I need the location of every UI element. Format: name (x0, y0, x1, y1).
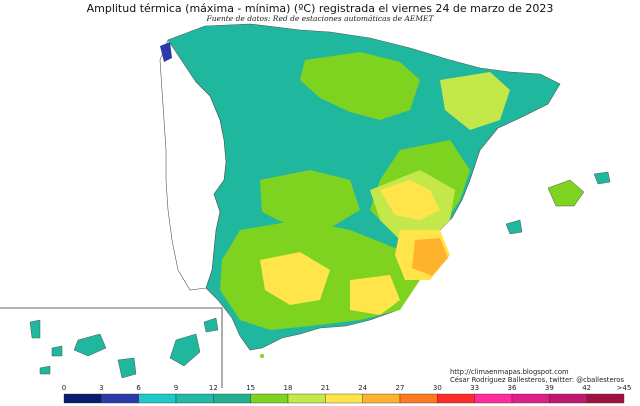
map-title: Amplitud térmica (máxima - mínima) (ºC) … (86, 2, 554, 15)
legend-tick-label: 12 (209, 384, 218, 392)
balearic-ibiza (505, 219, 523, 235)
legend-swatch (325, 393, 363, 404)
yellow-zone-guadalquivir (350, 275, 400, 315)
portugal-outline (159, 39, 227, 291)
credit-url: http://climaenmapas.blogspot.com (450, 368, 569, 376)
legend-tick-label: 39 (545, 384, 554, 392)
legend-swatch (474, 393, 513, 404)
canarias-el-hierro (39, 365, 51, 375)
legend-tick-label: 27 (396, 384, 405, 392)
legend-tick-label: 42 (582, 384, 591, 392)
legend-tick-label: 0 (62, 384, 66, 392)
legend-swatch (287, 393, 326, 404)
canarias-fuerteventura (169, 333, 201, 367)
green-zone-center (260, 170, 360, 228)
yellow-zone-south (260, 252, 330, 305)
credit-author: César Rodríguez Ballesteros, twitter: @c… (450, 376, 624, 384)
legend-tick-label: 6 (136, 384, 141, 392)
yellow-zone-east (380, 180, 440, 220)
legend-tick-label: 3 (99, 384, 103, 392)
legend-swatch (399, 393, 438, 404)
legend-swatch (362, 393, 401, 404)
legend-tick-label: 21 (321, 384, 330, 392)
melilla-dot (260, 354, 264, 358)
legend-swatch (437, 393, 475, 404)
legend-swatch (549, 393, 587, 404)
galicia-blue-patch (160, 42, 172, 62)
legend-swatch (250, 393, 289, 404)
balearic-mallorca (547, 179, 585, 207)
canarias-la-gomera (51, 345, 63, 357)
legend-tick-label: 18 (284, 384, 293, 392)
legend-tick-label: 36 (508, 384, 517, 392)
legend-tick-label: >45 (617, 384, 632, 392)
legend-swatch (586, 393, 625, 404)
canarias-gran-canaria (117, 357, 137, 379)
balearic-menorca (593, 171, 611, 185)
legend-tick-label: 24 (358, 384, 367, 392)
legend-swatch (101, 393, 139, 404)
canarias-lanzarote (203, 317, 219, 333)
legend-swatch (213, 393, 251, 404)
orange-zone-murcia (412, 238, 448, 276)
legend-tick-label: 33 (470, 384, 479, 392)
lime-zone-north-east (440, 72, 510, 130)
legend-swatch (63, 393, 102, 404)
data-source: Fuente de datos: Red de estaciones autom… (206, 14, 434, 23)
legend-tick-label: 30 (433, 384, 442, 392)
legend-swatch (511, 393, 550, 404)
canarias-inset-frame (0, 307, 223, 388)
canarias-tenerife (73, 333, 107, 357)
legend-swatch (175, 393, 214, 404)
legend-swatch (138, 393, 177, 404)
legend-tick-label: 15 (246, 384, 255, 392)
legend-tick-label: 9 (174, 384, 178, 392)
green-zone-north (300, 52, 420, 120)
canarias-la-palma (29, 319, 41, 339)
